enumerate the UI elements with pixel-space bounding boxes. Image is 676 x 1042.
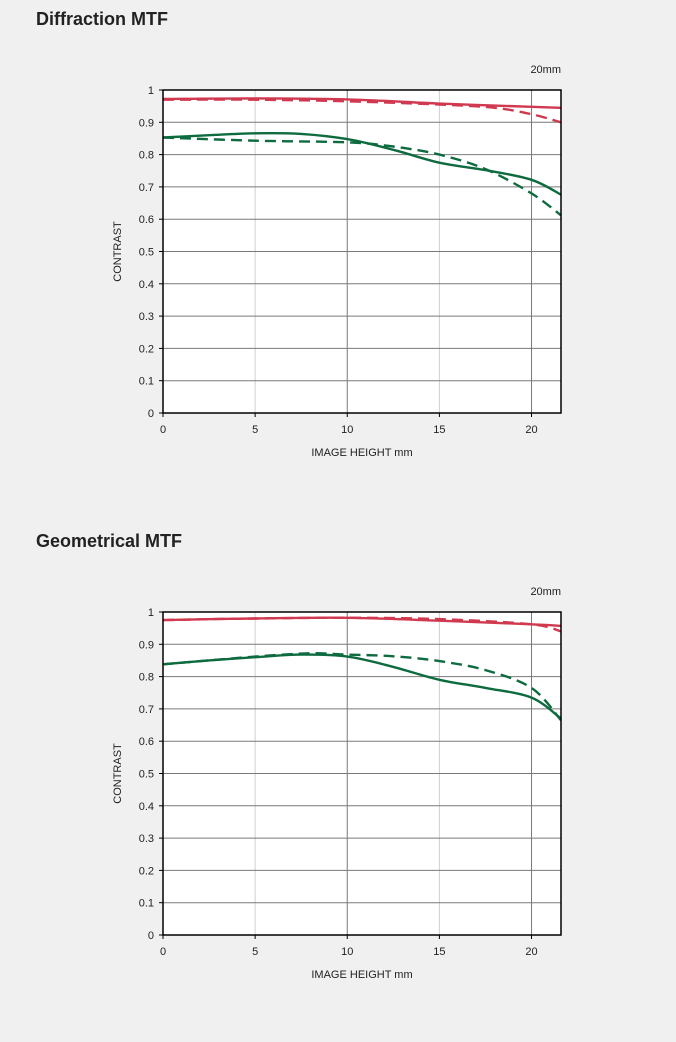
- y-tick-label: 0.1: [139, 898, 154, 910]
- y-axis-label: CONTRAST: [112, 743, 124, 804]
- chart-title-diffraction: Diffraction MTF: [36, 9, 168, 29]
- x-tick-label: 10: [341, 946, 353, 958]
- y-tick-label: 1: [148, 607, 154, 619]
- y-tick-label: 0.4: [139, 801, 154, 813]
- focal-length-annotation: 20mm: [530, 64, 561, 76]
- y-tick-label: 0.5: [139, 769, 154, 781]
- series-line-red-dashed: [162, 616, 562, 633]
- y-tick-label: 0.9: [139, 639, 154, 651]
- x-tick-label: 5: [252, 946, 258, 958]
- y-tick-label: 0.7: [139, 182, 154, 194]
- y-tick-label: 0.2: [139, 865, 154, 877]
- mtf-chart-diffraction: 00.10.20.30.40.50.60.70.80.910 5 10 15 20IMA…: [112, 64, 562, 459]
- series-line-red-dashed: [162, 98, 562, 124]
- series-line-green-dashed: [162, 136, 562, 217]
- mtf-chart-geometrical: 00.10.20.30.40.50.60.70.80.910 5 10 15 20IMA…: [112, 586, 562, 981]
- y-tick-label: 0.6: [139, 214, 154, 226]
- x-tick-label: 15: [433, 424, 445, 436]
- y-tick-label: 0.3: [139, 833, 154, 845]
- x-tick-label: 15: [433, 946, 445, 958]
- chart-title-geometrical: Geometrical MTF: [36, 531, 183, 551]
- focal-length-annotation: 20mm: [530, 586, 561, 598]
- x-tick-label: 20: [525, 946, 537, 958]
- x-tick-label: 0: [160, 424, 166, 436]
- x-axis-label: IMAGE HEIGHT mm: [311, 447, 412, 459]
- y-tick-label: 0.3: [139, 311, 154, 323]
- y-tick-label: 0.7: [139, 704, 154, 716]
- y-tick-label: 0.8: [139, 150, 154, 162]
- y-tick-label: 0.4: [139, 279, 154, 291]
- y-tick-label: 0.8: [139, 672, 154, 684]
- x-tick-label: 0: [160, 946, 166, 958]
- y-tick-label: 0.2: [139, 343, 154, 355]
- x-tick-label: 20: [525, 424, 537, 436]
- y-tick-label: 0.9: [139, 117, 154, 129]
- series-line-green-dashed: [162, 652, 562, 722]
- series-line-red-solid: [162, 97, 562, 109]
- y-tick-label: 0.5: [139, 247, 154, 259]
- y-axis-label: CONTRAST: [112, 221, 124, 282]
- x-axis-label: IMAGE HEIGHT mm: [311, 969, 412, 981]
- y-tick-label: 0.6: [139, 736, 154, 748]
- y-tick-label: 1: [148, 85, 154, 97]
- y-tick-label: 0: [148, 930, 154, 942]
- y-tick-label: 0.1: [139, 376, 154, 388]
- x-tick-label: 10: [341, 424, 353, 436]
- y-tick-label: 0: [148, 408, 154, 420]
- x-tick-label: 5: [252, 424, 258, 436]
